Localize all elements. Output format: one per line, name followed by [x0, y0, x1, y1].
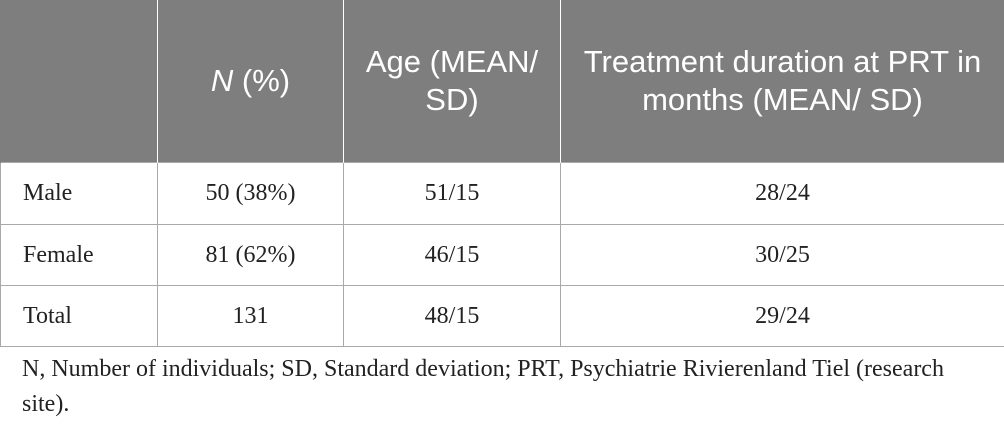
table-row: Total 131 48/15 29/24 — [0, 285, 1004, 347]
header-n-suffix: (%) — [233, 63, 291, 98]
table-row: Female 81 (62%) 46/15 30/25 — [0, 224, 1004, 286]
table-row: Male 50 (38%) 51/15 28/24 — [0, 162, 1004, 225]
cell-duration: 28/24 — [560, 162, 1004, 225]
row-label: Total — [0, 285, 158, 347]
table-footnote: N, Number of individuals; SD, Standard d… — [22, 356, 944, 417]
cell-duration: 29/24 — [560, 285, 1004, 347]
table-header-row: N (%) Age (MEAN/ SD) Treatment duration … — [0, 0, 1004, 163]
demographics-table: N (%) Age (MEAN/ SD) Treatment duration … — [0, 0, 1004, 347]
cell-age: 51/15 — [343, 162, 561, 225]
header-n-percent: N (%) — [157, 0, 344, 163]
header-age: Age (MEAN/ SD) — [343, 0, 561, 163]
cell-age: 46/15 — [343, 224, 561, 286]
cell-n: 131 — [157, 285, 344, 347]
cell-age: 48/15 — [343, 285, 561, 347]
cell-n: 50 (38%) — [157, 162, 344, 225]
row-label: Male — [0, 162, 158, 225]
header-treatment-duration: Treatment duration at PRT in months (MEA… — [560, 0, 1004, 163]
data-table-container: N (%) Age (MEAN/ SD) Treatment duration … — [0, 0, 1004, 347]
row-label: Female — [0, 224, 158, 286]
header-empty-cell — [0, 0, 158, 163]
cell-duration: 30/25 — [560, 224, 1004, 286]
header-n-italic: N — [210, 63, 234, 98]
cell-n: 81 (62%) — [157, 224, 344, 286]
